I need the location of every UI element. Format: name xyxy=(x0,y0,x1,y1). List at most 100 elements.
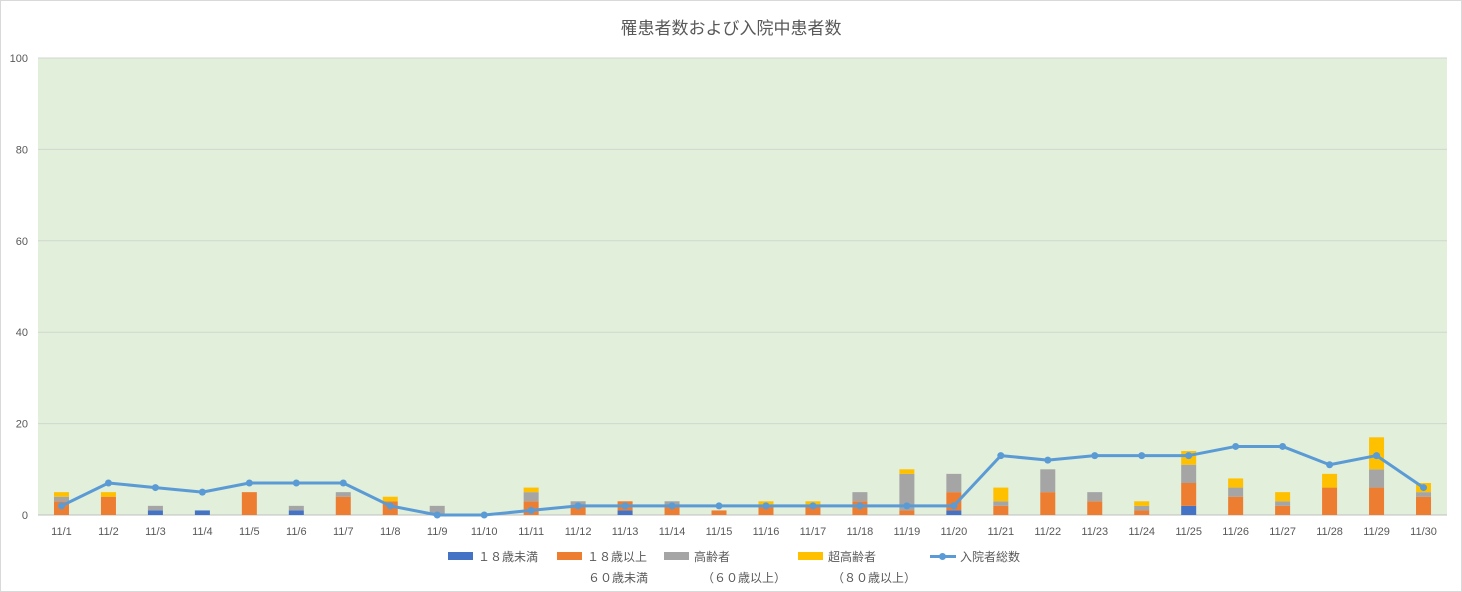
legend-label: １８歳以上 xyxy=(587,550,648,564)
y-tick-label: 20 xyxy=(16,419,28,431)
bar-series-3 xyxy=(993,501,1009,506)
bar-series-2 xyxy=(1228,496,1244,515)
line-point xyxy=(1138,452,1146,460)
bar-series-2 xyxy=(335,496,351,515)
bar-series-2 xyxy=(1181,483,1197,506)
y-tick-label: 0 xyxy=(22,510,28,522)
x-tick-label: 11/25 xyxy=(1175,526,1202,538)
line-point xyxy=(1326,461,1334,469)
bar-series-2 xyxy=(241,492,257,515)
x-tick-label: 11/28 xyxy=(1316,526,1343,538)
line-point xyxy=(527,506,535,514)
x-tick-label: 11/6 xyxy=(286,526,307,538)
legend-label: 超高齢者 xyxy=(828,550,877,564)
x-tick-label: 11/13 xyxy=(612,526,639,538)
line-point xyxy=(1232,442,1240,450)
x-tick-label: 11/15 xyxy=(706,526,733,538)
x-tick-label: 11/8 xyxy=(380,526,401,538)
bar-series-3 xyxy=(1416,492,1432,497)
legend-label-line2: （６０歳以上） xyxy=(702,571,787,585)
x-tick-label: 11/5 xyxy=(239,526,260,538)
legend-swatch xyxy=(664,552,689,560)
bar-series-2 xyxy=(1416,496,1432,515)
line-point xyxy=(245,479,253,487)
bar-series-2 xyxy=(805,505,821,515)
line-point xyxy=(1044,456,1052,464)
line-point xyxy=(386,502,394,510)
bar-series-1 xyxy=(147,510,163,515)
x-tick-label: 11/7 xyxy=(333,526,354,538)
line-point xyxy=(950,502,958,510)
x-tick-label: 11/18 xyxy=(847,526,874,538)
x-tick-label: 11/23 xyxy=(1081,526,1108,538)
bar-series-1 xyxy=(1181,505,1197,515)
bar-series-4 xyxy=(382,496,398,502)
x-tick-label: 11/12 xyxy=(565,526,592,538)
line-point xyxy=(1420,484,1428,492)
bar-series-3 xyxy=(1181,464,1197,484)
x-tick-label: 11/11 xyxy=(518,526,544,538)
bar-series-3 xyxy=(288,505,304,511)
line-point xyxy=(621,502,629,510)
line-point xyxy=(1091,452,1099,460)
line-point xyxy=(903,502,911,510)
bar-series-4 xyxy=(1275,492,1291,502)
x-tick-label: 11/20 xyxy=(940,526,967,538)
bar-series-3 xyxy=(1040,469,1056,493)
bar-series-2 xyxy=(570,505,586,515)
bar-series-3 xyxy=(1087,492,1103,502)
chart-title: 罹患者数および入院中患者数 xyxy=(620,19,842,39)
legend-swatch xyxy=(448,552,473,560)
bar-series-3 xyxy=(1369,469,1385,488)
x-tick-label: 11/17 xyxy=(800,526,827,538)
bar-series-2 xyxy=(899,510,915,515)
y-tick-label: 80 xyxy=(16,144,28,156)
bar-series-4 xyxy=(100,492,116,497)
x-tick-label: 11/27 xyxy=(1269,526,1296,538)
x-tick-label: 11/21 xyxy=(987,526,1014,538)
bar-series-3 xyxy=(1275,501,1291,506)
line-point xyxy=(997,452,1005,460)
bar-series-4 xyxy=(53,492,69,497)
bar-series-4 xyxy=(1228,478,1244,488)
line-total xyxy=(60,444,1425,517)
x-tick-label: 11/16 xyxy=(753,526,780,538)
line-point xyxy=(292,479,300,487)
line-point xyxy=(762,502,770,510)
line-point xyxy=(57,502,65,510)
bar-series-4 xyxy=(523,487,539,493)
x-tick-label: 11/19 xyxy=(894,526,921,538)
x-tick-label: 11/29 xyxy=(1363,526,1390,538)
bar-series-1 xyxy=(946,510,962,515)
x-tick-label: 11/9 xyxy=(427,526,448,538)
y-tick-label: 60 xyxy=(16,236,28,248)
bar-series-3 xyxy=(429,505,445,515)
bar-series-2 xyxy=(1322,487,1338,515)
bar-series-4 xyxy=(1134,501,1150,506)
bar-series-3 xyxy=(335,492,351,497)
bar-series-3 xyxy=(1228,487,1244,497)
line-point xyxy=(668,502,676,510)
line-point xyxy=(1373,452,1381,460)
y-tick-label: 100 xyxy=(10,53,28,65)
legend-swatch xyxy=(557,552,582,560)
line-point xyxy=(1185,452,1193,460)
bar-series-2 xyxy=(758,505,774,515)
x-tick-label: 11/3 xyxy=(145,526,166,538)
x-tick-label: 11/14 xyxy=(659,526,686,538)
bar-series-3 xyxy=(899,473,915,511)
bar-series-3 xyxy=(852,492,868,502)
line-point xyxy=(480,511,488,519)
bar-series-2 xyxy=(1087,501,1103,515)
line-point xyxy=(1279,442,1287,450)
legend-label: 高齢者 xyxy=(694,550,731,564)
line-point xyxy=(198,488,206,496)
line-point xyxy=(339,479,347,487)
bar-series-3 xyxy=(523,492,539,502)
legend-label-line2: ６０歳未満 xyxy=(588,571,649,585)
bar-series-2 xyxy=(1134,510,1150,515)
line-point xyxy=(856,502,864,510)
x-tick-label: 11/24 xyxy=(1128,526,1155,538)
plot-area xyxy=(38,58,1447,515)
